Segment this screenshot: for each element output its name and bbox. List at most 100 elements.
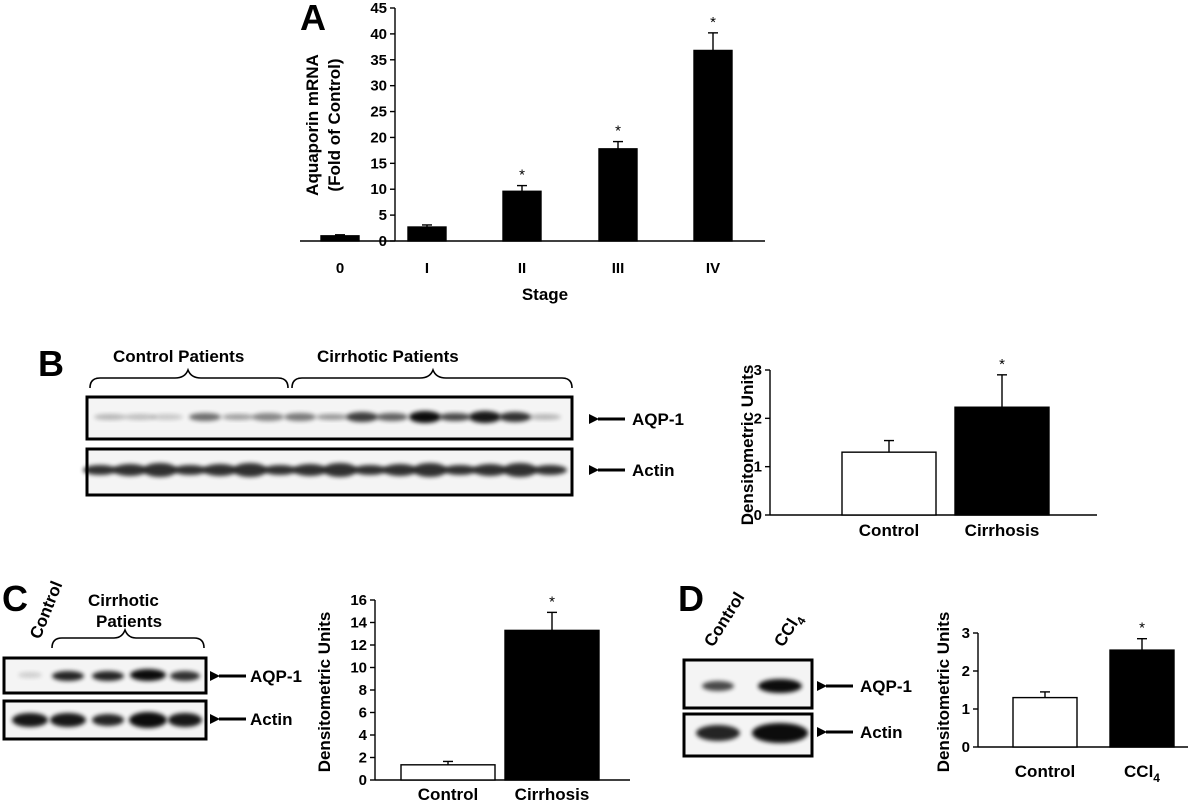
blot-b-actin-band — [473, 464, 507, 476]
chart-a-category-label: IV — [706, 260, 720, 277]
chart-a-category-label: III — [612, 260, 625, 277]
chart-d-bar — [1012, 696, 1078, 748]
blot-b-label-aqp1: AQP-1 — [632, 410, 684, 429]
chart-b-ytick-label: 3 — [754, 362, 762, 379]
chart-b-bar — [841, 451, 937, 516]
chart-d-ytick-label: 1 — [962, 701, 970, 718]
blot-b-aqp1-band — [439, 413, 471, 421]
chart-c-ytick-label: 14 — [350, 615, 367, 632]
chart-c-ytick-label: 10 — [350, 660, 367, 677]
blot-b-actin-band — [113, 464, 147, 476]
blot-b-actin-band — [173, 465, 207, 475]
blot-c-actin-band — [129, 712, 167, 728]
blot-b-aqp1-band — [529, 414, 561, 420]
chart-c-ytick-label: 0 — [359, 772, 367, 789]
chart-d-category-label: Control — [1015, 762, 1075, 781]
panel-label-a: A — [300, 0, 326, 38]
chart-c-ytick-label: 16 — [350, 592, 367, 609]
chart-b-ytick-label: 2 — [754, 410, 762, 427]
blot-c-aqp1-band — [170, 671, 200, 681]
chart-d-bar — [1109, 649, 1175, 748]
chart-a-ytick-label: 20 — [370, 129, 387, 146]
blot-c-label-aqp1: AQP-1 — [250, 667, 302, 686]
chart-c-category-label: Control — [418, 785, 478, 804]
blot-b-aqp1-band — [151, 414, 183, 420]
chart-c-ytick-label: 4 — [359, 727, 368, 744]
blot-c-actin-band — [12, 713, 48, 727]
blot-d: Control CCl4 AQP-1 Actin — [682, 589, 912, 758]
blot-b-group-label-cirrhotic: Cirrhotic Patients — [317, 347, 459, 366]
chart-d-ylabel: Densitometric Units — [934, 612, 953, 773]
chart-d-category-label: CCl4 — [1124, 762, 1160, 785]
chart-a-bar — [502, 190, 542, 242]
blot-c-label-actin: Actin — [250, 710, 293, 729]
chart-a-significance-star: * — [615, 123, 621, 140]
blot-b-brace-cirrhotic — [291, 367, 573, 389]
chart-a-ytick-label: 45 — [370, 0, 387, 17]
blot-b-actin-band — [143, 463, 177, 477]
chart-b-significance-star: * — [999, 356, 1005, 373]
blot-b-aqp1-band — [124, 414, 156, 420]
chart-a-bar — [693, 49, 733, 242]
blot-b-actin-band — [263, 465, 297, 475]
blot-d-aqp1-strip — [682, 658, 814, 710]
blot-d-label-actin: Actin — [860, 723, 903, 742]
blot-d-aqp1-band — [758, 679, 802, 693]
blot-b-aqp1-band — [284, 413, 316, 421]
chart-a-bar — [598, 148, 638, 242]
blot-b-aqp1-band — [346, 412, 378, 422]
blot-b: Control Patients Cirrhotic Patients AQP-… — [83, 347, 684, 497]
panel-label-c: C — [2, 578, 28, 619]
chart-a-ytick-label: 30 — [370, 78, 387, 95]
blot-c-aqp1-band — [130, 669, 166, 681]
blot-b-label-actin: Actin — [632, 461, 675, 480]
chart-a-ytick-label: 25 — [370, 104, 387, 121]
chart-c-ytick-label: 2 — [359, 750, 367, 767]
chart-a-stage-bars: 0 5 10 15 20 25 30 35 40 45 0 I * II * III * IV Aquaporin … — [300, 0, 765, 304]
chart-d-ytick-label: 2 — [962, 663, 970, 680]
blot-b-aqp1-band — [409, 411, 441, 423]
blot-b-aqp1-band — [376, 413, 408, 421]
chart-a-ylabel-line: Aquaporin mRNA — [303, 54, 322, 196]
blot-b-actin-band — [233, 463, 267, 477]
blot-b-actin-band — [323, 463, 357, 477]
chart-c-densitometry: 0 2 4 6 8 10 12 14 16 Control * Cirrhosis Densitomet… — [315, 592, 630, 804]
blot-d-lane-label-ccl4: CCl4 — [770, 609, 809, 652]
chart-c-category-label: Cirrhosis — [515, 785, 590, 804]
chart-a-significance-star: * — [710, 14, 716, 31]
chart-a-ylabel-line: (Fold of Control) — [325, 58, 344, 191]
chart-a-ytick-label: 10 — [370, 181, 387, 198]
chart-a-bar — [320, 235, 360, 242]
blot-d-actin-strip — [682, 712, 814, 758]
blot-b-actin-band — [443, 465, 477, 475]
chart-b-ytick-label: 1 — [754, 459, 762, 476]
blot-c-aqp1-band — [92, 671, 124, 681]
chart-a-category-label: I — [425, 260, 429, 277]
chart-b-bar — [954, 406, 1050, 516]
blot-b-aqp1-band — [189, 413, 221, 421]
blot-c-actin-band — [168, 713, 202, 727]
chart-a-category-label: II — [518, 260, 526, 277]
chart-c-bar — [400, 764, 496, 781]
blot-c-aqp1-strip — [2, 656, 208, 695]
blot-c-actin-band — [50, 713, 86, 727]
blot-b-aqp1-band — [316, 414, 348, 420]
chart-d-category-label-main: CCl — [1124, 762, 1153, 781]
blot-b-group-label-control: Control Patients — [113, 347, 244, 366]
chart-d-ytick-label: 3 — [962, 625, 970, 642]
chart-d-ytick-label: 0 — [962, 739, 970, 756]
panel-label-d: D — [678, 578, 704, 619]
chart-a-ytick-label: 0 — [379, 233, 387, 250]
blot-c-lane-label-control: Control — [26, 578, 66, 641]
blot-b-aqp1-strip — [85, 395, 574, 441]
chart-c-ytick-label: 6 — [359, 705, 367, 722]
blot-b-actin-band — [503, 463, 537, 477]
blot-d-actin-band — [752, 723, 808, 743]
chart-c-significance-star: * — [549, 593, 555, 610]
chart-b-category-label: Cirrhosis — [965, 521, 1040, 540]
chart-a-category-label: 0 — [336, 260, 344, 277]
blot-b-actin-band — [383, 464, 417, 476]
blot-d-actin-band — [696, 725, 740, 741]
chart-c-ytick-label: 8 — [359, 682, 367, 699]
